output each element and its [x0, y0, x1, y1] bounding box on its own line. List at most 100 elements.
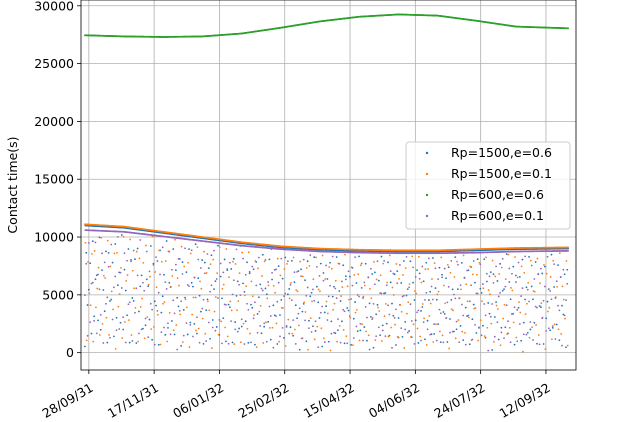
data-point [120, 287, 123, 289]
data-point [334, 279, 337, 282]
data-point [263, 260, 266, 263]
data-point [484, 336, 487, 339]
data-point [558, 339, 561, 342]
data-point [343, 310, 346, 313]
data-point [227, 342, 230, 345]
data-point [320, 327, 323, 330]
data-point [468, 343, 471, 346]
data-point [439, 312, 442, 315]
data-point [135, 250, 138, 253]
data-point [390, 326, 393, 329]
data-point [128, 341, 131, 344]
data-point [236, 309, 238, 311]
data-point [124, 341, 127, 344]
data-point [99, 328, 102, 331]
data-point [309, 295, 312, 298]
data-point [491, 303, 494, 305]
data-point [352, 344, 354, 347]
data-point [337, 329, 339, 332]
data-point [532, 339, 534, 341]
data-point [144, 324, 147, 327]
data-point [114, 243, 117, 245]
data-point [472, 303, 475, 306]
data-point [514, 256, 516, 258]
legend-marker [425, 214, 429, 218]
data-point [196, 246, 199, 249]
data-point [230, 268, 233, 270]
data-point [171, 268, 173, 271]
data-point [238, 327, 241, 330]
data-point [513, 306, 516, 309]
data-point [265, 293, 268, 296]
data-point [105, 302, 107, 305]
data-point [155, 256, 157, 259]
legend-marker [425, 151, 429, 155]
data-point [474, 323, 476, 326]
data-point [95, 274, 98, 277]
data-point [565, 299, 567, 302]
data-point [210, 347, 213, 350]
data-point [336, 340, 338, 343]
data-point [146, 316, 149, 319]
data-point [445, 277, 447, 280]
data-point [98, 288, 101, 291]
data-point [156, 260, 159, 262]
data-point [157, 291, 160, 294]
data-point [301, 275, 304, 278]
data-point [185, 322, 188, 324]
data-point [502, 317, 505, 320]
data-point [346, 285, 349, 288]
data-point [239, 294, 242, 297]
data-point [399, 304, 402, 306]
data-point [156, 313, 159, 316]
data-point [294, 328, 296, 331]
data-point [480, 334, 483, 337]
data-point [149, 302, 152, 305]
data-point [286, 262, 288, 265]
data-point [127, 303, 130, 306]
data-point [168, 311, 171, 314]
data-point [370, 315, 372, 318]
data-point [482, 324, 484, 327]
data-point [517, 261, 520, 264]
data-point [341, 280, 343, 283]
data-point [147, 285, 150, 288]
data-point [450, 259, 453, 262]
data-point [522, 350, 524, 353]
data-point [233, 343, 236, 345]
data-point [230, 320, 233, 323]
data-point [263, 322, 266, 325]
data-point [534, 261, 537, 263]
data-point [280, 257, 283, 260]
data-point [549, 290, 552, 292]
data-point [509, 341, 512, 344]
data-point [533, 290, 536, 293]
data-point [213, 249, 215, 252]
data-point [317, 301, 320, 304]
data-point [184, 296, 186, 299]
data-point [428, 299, 430, 301]
data-point [491, 349, 494, 351]
data-point [510, 287, 512, 289]
data-point [116, 236, 119, 238]
data-point [538, 343, 541, 346]
scatter-points [84, 13, 570, 353]
data-point [229, 300, 232, 303]
data-point [449, 271, 452, 274]
data-point [90, 282, 93, 285]
data-point [251, 265, 254, 268]
data-point [168, 250, 171, 253]
data-point [413, 299, 416, 301]
data-point [122, 328, 125, 331]
data-point [512, 321, 515, 324]
data-point [550, 298, 553, 301]
data-point [328, 266, 331, 268]
data-point [507, 320, 509, 323]
data-point [307, 348, 309, 351]
series-2-points [84, 13, 570, 38]
data-point [105, 250, 107, 253]
data-point [326, 312, 329, 315]
data-point [463, 277, 466, 279]
data-point [503, 303, 506, 306]
data-point [85, 251, 88, 254]
